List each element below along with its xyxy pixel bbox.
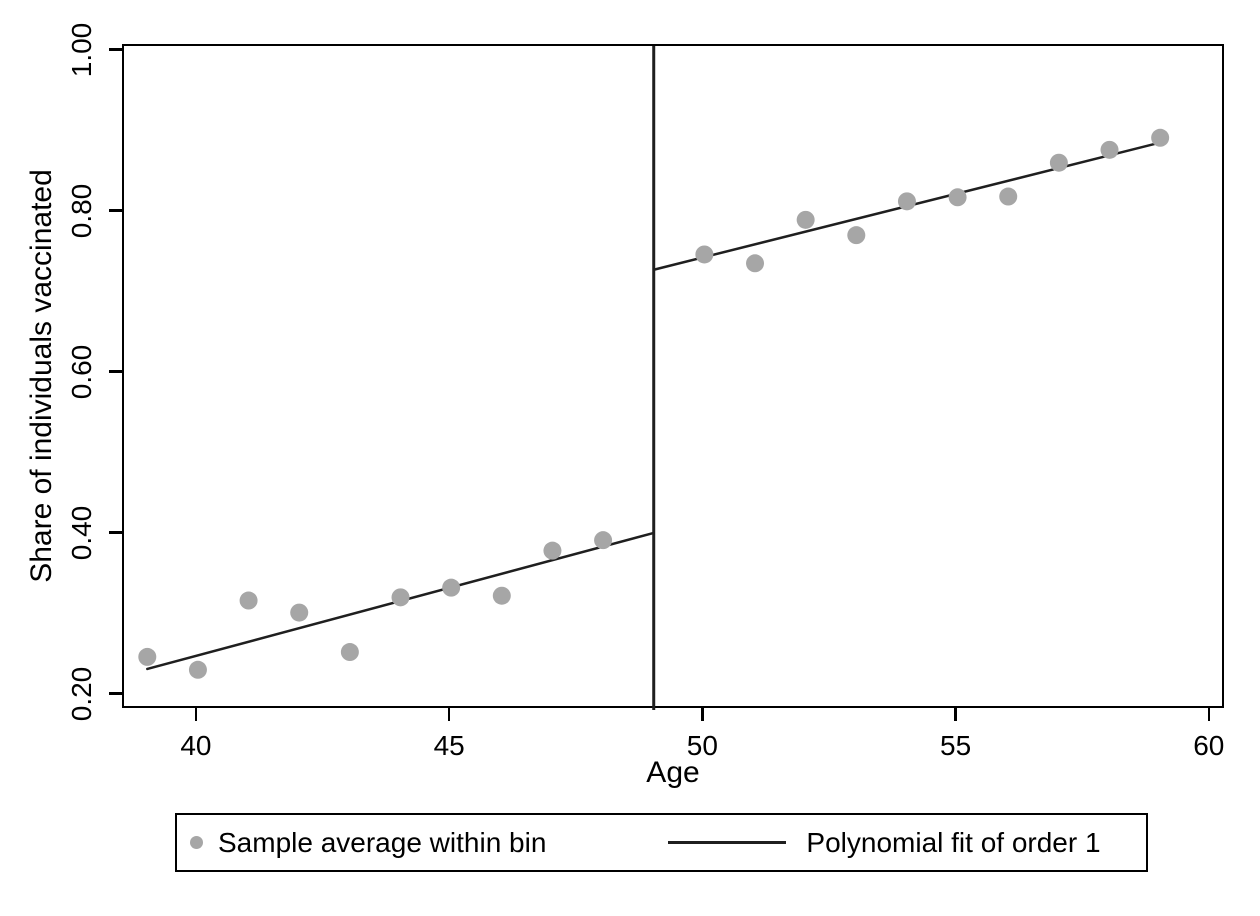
scatter-point [543, 541, 562, 560]
legend-line-marker-icon [668, 841, 787, 844]
y-tick-mark [109, 48, 122, 51]
y-tick-label: 1.00 [66, 22, 97, 77]
scatter-point [442, 578, 461, 597]
scatter-point [239, 591, 258, 610]
x-tick-label: 50 [686, 730, 718, 761]
scatter-point [897, 192, 916, 211]
x-tick-mark [1207, 708, 1211, 721]
legend-box: Sample average within bin Polynomial fit… [175, 813, 1148, 872]
scatter-point [1049, 153, 1068, 172]
scatter-point [594, 531, 613, 550]
y-tick-mark [109, 209, 122, 212]
y-tick-mark [109, 370, 122, 373]
scatter-point [391, 588, 410, 607]
scatter-point [695, 245, 714, 264]
scatter-point [290, 603, 309, 622]
scatter-point [492, 586, 511, 605]
x-tick-mark [447, 708, 451, 721]
scatter-point [999, 187, 1018, 206]
legend-label-sample-average: Sample average within bin [218, 826, 547, 858]
x-tick-label: 60 [1193, 730, 1225, 761]
y-tick-label: 0.80 [66, 183, 97, 238]
scatter-point [340, 643, 359, 662]
scatter-point [746, 254, 765, 273]
y-axis-title: Share of individuals vaccinated [25, 169, 58, 583]
x-tick-mark [954, 708, 957, 721]
x-tick-label: 45 [433, 730, 465, 761]
x-tick-label: 40 [180, 730, 212, 761]
y-tick-label: 0.60 [66, 344, 97, 399]
scatter-point [1151, 128, 1170, 147]
x-tick-mark [701, 708, 704, 721]
legend-scatter-marker-icon [190, 836, 203, 849]
scatter-point [138, 647, 157, 666]
scatter-point [796, 210, 815, 229]
scatter-point [847, 226, 866, 245]
scatter-point [188, 660, 207, 679]
y-tick-mark [109, 531, 122, 534]
plot-canvas [138, 46, 1170, 710]
y-tick-label: 0.40 [66, 505, 97, 560]
scatter-point [1100, 140, 1119, 159]
plot-area [122, 44, 1224, 710]
x-axis-title: Age [646, 756, 700, 789]
scatter-point [948, 188, 967, 207]
y-tick-mark [109, 692, 122, 695]
x-tick-mark [194, 708, 198, 721]
y-tick-label: 0.20 [66, 666, 97, 721]
legend-label-polynomial-fit: Polynomial fit of order 1 [806, 826, 1101, 858]
x-tick-label: 55 [940, 730, 972, 761]
